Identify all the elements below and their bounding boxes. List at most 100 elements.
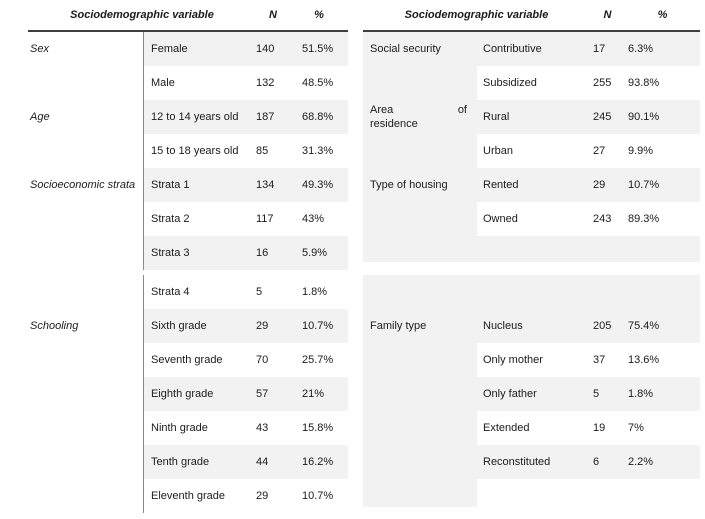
category-cell (28, 134, 143, 168)
value-label-cell: Eleventh grade (143, 479, 256, 513)
n-value-cell: 37 (593, 354, 606, 366)
header-n-label: N (269, 9, 277, 21)
percent-value-cell: 5.9% (290, 236, 348, 270)
table-row: Strata 3 16 5.9% (28, 236, 348, 270)
percent-value-cell: 10.7% (625, 168, 700, 202)
value-label-cell: Nucleus (477, 309, 590, 343)
value-label-cell (477, 236, 590, 262)
table-row: Age 12 to 14 years old 187 68.8% (28, 100, 348, 134)
n-value-cell: 255 (593, 77, 612, 89)
n-value-cell (590, 236, 625, 262)
n-value-cell: 29 (590, 168, 625, 202)
value-label-cell (477, 479, 590, 507)
n-value-cell: 16 (256, 236, 290, 270)
category-cell (28, 343, 143, 377)
percent-value-cell: 43% (302, 213, 325, 225)
table-row: Male 132 48.5% (28, 66, 348, 100)
value-label-cell: Rural (477, 100, 590, 134)
category-cell (28, 479, 143, 513)
category-cell: Schooling (28, 309, 143, 343)
percent-value-cell: 1.8% (625, 377, 700, 411)
value-label-cell: Only father (477, 377, 590, 411)
value-label-cell: Seventh grade (143, 343, 256, 377)
category-cell: Sex (28, 32, 143, 66)
percent-value-cell: 75.4% (625, 309, 700, 343)
table-row: Strata 4 5 1.8% (28, 275, 348, 309)
percent-value-cell (625, 479, 700, 507)
category-cell (363, 479, 477, 507)
category-line-2: residence (370, 118, 418, 130)
n-value-cell: 245 (590, 100, 625, 134)
n-value-cell: 117 (256, 213, 274, 225)
percent-value-cell: 6.3% (625, 32, 700, 66)
category-cell (363, 236, 477, 262)
category-cell (28, 377, 143, 411)
table-row: Area of residence Rural 245 90.1% (363, 100, 700, 134)
value-label-cell: Subsidized (483, 77, 537, 89)
right-table-header: Sociodemographic variable N % (363, 0, 700, 32)
percent-value-cell: 10.7% (302, 490, 334, 502)
percent-value-cell: 16.2% (290, 445, 348, 479)
n-value-cell: 243 (593, 213, 612, 225)
value-label-cell: 15 to 18 years old (143, 134, 256, 168)
table-row: Reconstituted 6 2.2% (363, 445, 700, 479)
table-row: Seventh grade 70 25.7% (28, 343, 348, 377)
category-cell (363, 275, 477, 309)
n-value-cell: 17 (590, 32, 625, 66)
table-row: Sex Female 140 51.5% (28, 32, 348, 66)
value-label-cell: Strata 3 (143, 236, 256, 270)
percent-value-cell: 13.6% (628, 354, 660, 366)
n-value-cell: 132 (256, 77, 275, 89)
n-value-cell: 29 (256, 309, 290, 343)
percent-value-cell: 1.8% (302, 286, 328, 298)
percent-value-cell: 93.8% (628, 77, 660, 89)
table-row: Type of housing Rented 29 10.7% (363, 168, 700, 202)
n-value-cell: 134 (256, 168, 290, 202)
spacer-row (363, 236, 700, 262)
n-value-cell: 6 (590, 445, 625, 479)
percent-value-cell (625, 236, 700, 262)
value-label-cell: Rented (477, 168, 590, 202)
right-table-block-1: Social security Contributive 17 6.3% Sub… (363, 32, 700, 262)
table-row: Family type Nucleus 205 75.4% (363, 309, 700, 343)
category-cell (363, 66, 477, 100)
value-label-cell: 12 to 14 years old (143, 100, 256, 134)
percent-value-cell: 7% (628, 422, 644, 434)
value-label-cell: Only mother (483, 354, 543, 366)
value-label-cell: Eighth grade (143, 377, 256, 411)
category-cell (28, 202, 143, 236)
value-label-cell: Contributive (477, 32, 590, 66)
spacer-row (363, 275, 700, 309)
right-demographics-table: Sociodemographic variable N % Social sec… (363, 0, 700, 507)
percent-value-cell: 89.3% (628, 213, 660, 225)
n-value-cell: 5 (256, 286, 263, 298)
percent-value-cell: 90.1% (625, 100, 700, 134)
percent-value-cell: 2.2% (625, 445, 700, 479)
percent-value-cell: 31.3% (302, 145, 334, 157)
category-cell: Socioeconomic strata (28, 168, 143, 202)
value-label-cell: Male (143, 66, 256, 100)
table-row: Social security Contributive 17 6.3% (363, 32, 700, 66)
table-row: Eighth grade 57 21% (28, 377, 348, 411)
n-value-cell: 85 (256, 145, 269, 157)
category-cell: Family type (363, 309, 477, 343)
table-row: Schooling Sixth grade 29 10.7% (28, 309, 348, 343)
percent-value-cell: 51.5% (290, 32, 348, 66)
n-value-cell: 205 (590, 309, 625, 343)
header-variable-label: Sociodemographic variable (70, 9, 214, 21)
table-split-gap (363, 262, 700, 275)
category-cell (28, 236, 143, 270)
percent-value-cell: 21% (290, 377, 348, 411)
category-word: Area (370, 104, 394, 116)
table-row: Only mother 37 13.6% (363, 343, 700, 377)
category-cell (363, 445, 477, 479)
left-table-block-1: Sex Female 140 51.5% Male 132 48.5% Age … (28, 32, 348, 270)
value-label-cell: Extended (483, 422, 530, 434)
table-row: Owned 243 89.3% (363, 202, 700, 236)
value-label-cell: Strata 4 (143, 275, 256, 309)
category-cell: Age (28, 100, 143, 134)
header-percent-label: % (657, 9, 668, 21)
n-value-cell: 57 (256, 377, 290, 411)
percent-value-cell (625, 275, 700, 309)
category-cell (28, 275, 143, 309)
